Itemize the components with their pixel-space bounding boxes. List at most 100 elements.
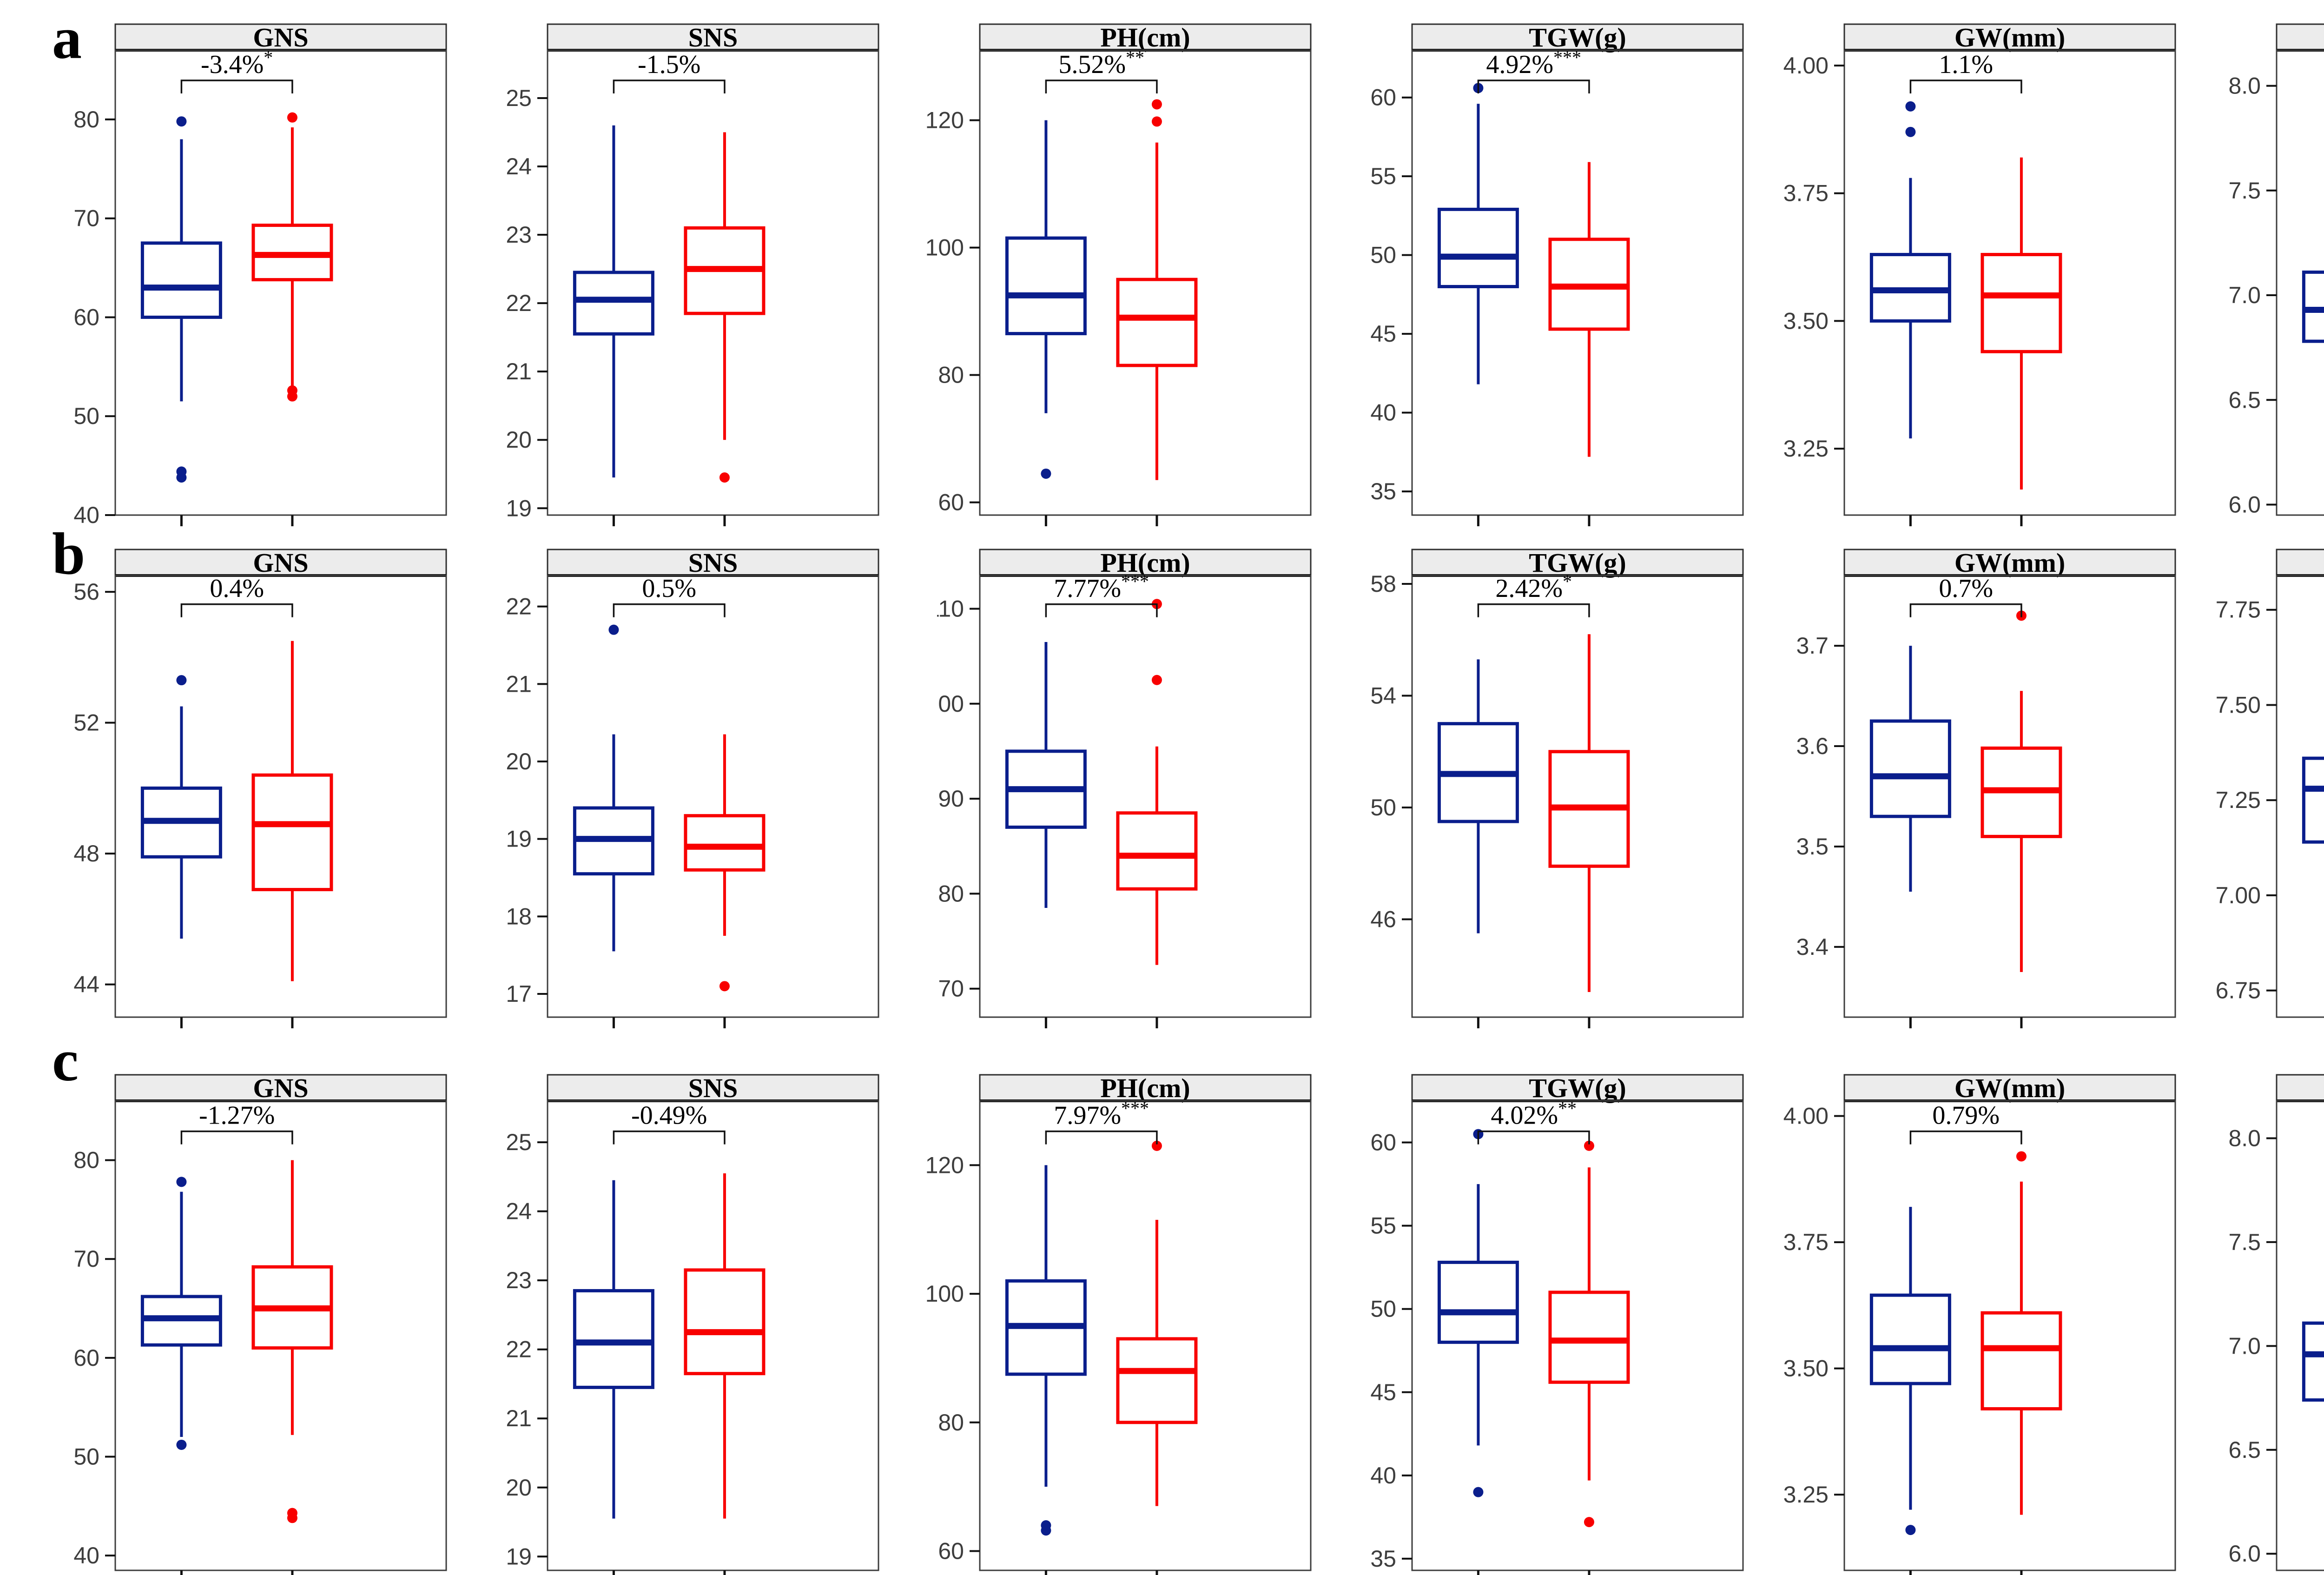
plot-border — [1843, 575, 2176, 1018]
y-tick-label: 35 — [1370, 478, 1396, 504]
row-label-a: a — [52, 5, 82, 71]
boxplot-cn16 — [1116, 599, 1198, 965]
annotation-stars: * — [264, 47, 273, 68]
panel-header — [1411, 23, 1744, 51]
panel-container: GW(mm) 4.00 3.75 3.50 3.25 0.79% — [1770, 1073, 2176, 1575]
plot-border — [979, 575, 1312, 1018]
outlier-point — [608, 624, 619, 635]
iqr-box — [1869, 1293, 1951, 1385]
outlier-point — [287, 391, 297, 402]
boxplot-cn16 — [1981, 610, 2062, 972]
annotation-label: 5.52%** — [1058, 47, 1144, 79]
y-tick-label: 3.5 — [1796, 834, 1829, 860]
panel-b-tgwg: TGW(g) 58 54 50 46 2.42%* — [1370, 548, 1744, 1028]
panel-title: SNS — [688, 548, 738, 578]
annotation-label: 2.42%* — [1495, 571, 1572, 603]
outlier-point — [1151, 1140, 1162, 1151]
y-tick-label: 21 — [506, 1405, 532, 1431]
outlier-point — [1151, 99, 1162, 110]
outlier-point — [719, 472, 730, 483]
significance-bracket — [1045, 603, 1158, 617]
panel-header — [1411, 549, 1744, 576]
iqr-box — [2302, 270, 2324, 343]
boxplot-cm42 — [573, 125, 654, 478]
iqr-box — [1981, 253, 2062, 353]
significance-bracket — [1909, 79, 2022, 93]
y-tick-label: 23 — [506, 1267, 532, 1293]
panel-b-glmm: GL(mm)7.757.507.257.006.750.4% — [2216, 549, 2324, 1018]
boxplot-k1 — [1981, 157, 2062, 490]
significance-bracket — [613, 79, 726, 93]
y-tick-label: 25 — [506, 1129, 532, 1155]
y-tick-label: 70 — [938, 976, 964, 1002]
boxplot-k1 — [251, 1160, 333, 1523]
y-tick-label: 60 — [938, 490, 964, 516]
panel-a-gns: GNS 80 70 60 50 40 -3.4%* — [73, 22, 447, 528]
significance-bracket — [1477, 1130, 1590, 1145]
boxplot-cm42 — [1869, 1207, 1951, 1535]
significance-bracket — [180, 1130, 293, 1145]
iqr-box — [1116, 278, 1198, 367]
panel-container: GNS 80 70 60 50 40 -1.27% — [41, 1073, 447, 1575]
y-tick-label: 60 — [73, 304, 99, 330]
panel-strip-c: GNS 80 70 60 50 40 -1.27% SNS 25 24 23 22 21 20 19 -0.4… — [41, 1073, 2324, 1575]
boxplot-cn16 — [684, 734, 766, 992]
panel-container: GNS 80 70 60 50 40 -3.4%* — [41, 22, 447, 530]
y-tick-label: 19 — [506, 495, 532, 521]
boxplot-k1 — [1548, 162, 1630, 457]
y-tick-label: 55 — [1370, 1213, 1396, 1239]
annotation-label: -3.4%* — [201, 47, 273, 79]
panel-container: GW(mm) 3.7 3.6 3.5 3.4 0.7% — [1770, 548, 2176, 1032]
panel-header — [114, 1074, 447, 1102]
y-tick-label: 20 — [506, 748, 532, 774]
y-tick-label: 3.4 — [1796, 934, 1829, 960]
y-tick-label: 50 — [73, 1443, 99, 1469]
panel-container: PH(cm) 120 100 80 60 5.52%** — [905, 22, 1312, 530]
panel-title: TGW(g) — [1529, 22, 1626, 53]
y-tick-label: 55 — [1370, 163, 1396, 189]
plot-border — [1843, 49, 2176, 516]
y-tick-label: 40 — [73, 1542, 99, 1568]
plot-border — [1411, 1100, 1744, 1571]
y-tick-label: 3.50 — [1783, 308, 1829, 334]
boxplot-cm42 — [2302, 756, 2324, 844]
y-tick-label: 44 — [73, 972, 99, 998]
plot-border — [547, 49, 879, 516]
figure-row-c: c GNS 80 70 60 50 40 -1.27% SNS 25 24 23 22 21 20 19 -0… — [0, 1031, 2324, 1575]
plot-border — [979, 1100, 1312, 1571]
panel-b-phcm: PH(cm) 110 100 90 80 70 7.77%*** — [937, 548, 1312, 1028]
outlier-point — [1473, 1487, 1484, 1497]
boxplot-cm42 — [1869, 646, 1951, 892]
outlier-point — [1905, 101, 1916, 112]
panel-header — [2276, 549, 2324, 576]
annotation-stars: * — [1563, 571, 1572, 592]
panel-container: SNS 25 24 23 22 21 20 19 -1.5% — [473, 22, 879, 530]
outlier-point — [176, 472, 187, 483]
annotation-stars: *** — [1121, 1098, 1149, 1119]
significance-bracket — [1477, 603, 1590, 617]
panel-container: GL(mm)8.07.57.06.56.02.61%*** — [2202, 23, 2324, 530]
y-tick-label: 46 — [1370, 907, 1396, 933]
y-tick-label: 4.00 — [1783, 53, 1829, 79]
boxplot-cm42 — [140, 116, 222, 483]
y-tick-label: 70 — [73, 1246, 99, 1272]
panel-header — [547, 549, 879, 576]
y-tick-label: 6.0 — [2228, 491, 2261, 517]
boxplot-cn16 — [1548, 634, 1630, 992]
boxplot-cm42 — [1005, 642, 1087, 908]
outlier-point — [1905, 1525, 1916, 1535]
iqr-box — [1437, 1260, 1519, 1344]
boxplot-k1 — [1548, 1140, 1630, 1528]
plot-border — [2276, 1100, 2324, 1571]
significance-bracket — [613, 1130, 726, 1145]
plot-border — [1843, 1100, 2176, 1571]
y-tick-label: 54 — [1370, 683, 1396, 709]
annotation-label: 4.92%*** — [1486, 47, 1581, 79]
y-tick-label: 70 — [73, 205, 99, 232]
y-tick-label: 7.50 — [2216, 692, 2261, 718]
y-tick-label: 21 — [506, 358, 532, 384]
plot-border — [114, 575, 447, 1018]
clipped-tick-labels: 110 100 90 80 70 — [937, 596, 964, 1002]
outlier-point — [287, 1513, 297, 1523]
y-tick-label: 100 — [925, 235, 964, 261]
